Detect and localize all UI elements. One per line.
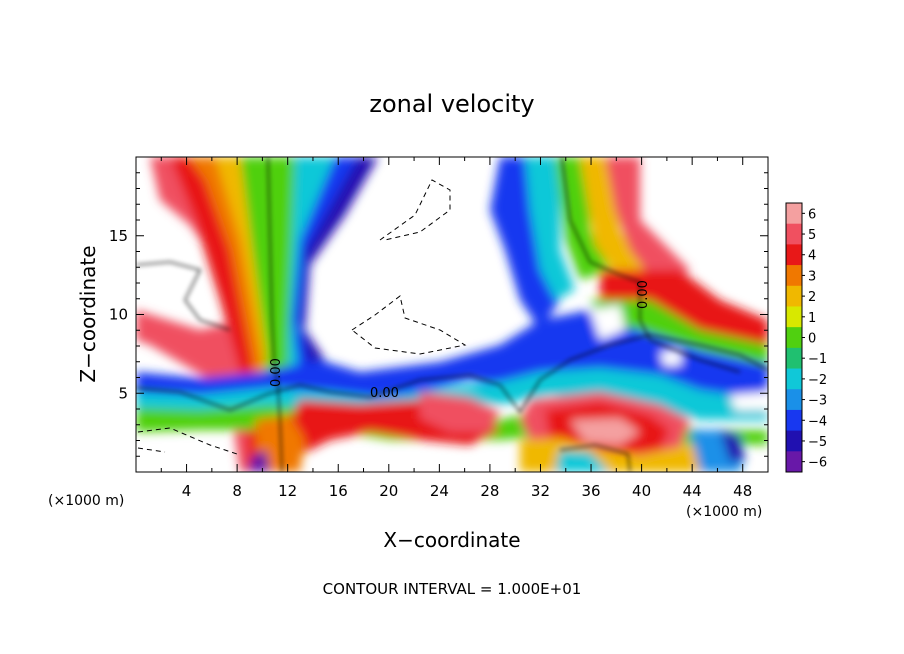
- x-unit-left: (×1000 m): [48, 493, 124, 509]
- x-axis-ticks: 4 8 12 16 20 24 28 32 36 40 44 48: [160, 157, 752, 500]
- y-axis-label: Z−coordinate: [76, 245, 100, 382]
- colorbar-swatch: [786, 451, 802, 473]
- colorbar-label: 5: [808, 228, 816, 243]
- colorbar-label: −6: [808, 456, 827, 471]
- x-tick-label: 36: [581, 482, 600, 500]
- x-axis-label: X−coordinate: [383, 528, 520, 552]
- colorbar-label: −1: [808, 352, 827, 367]
- colorbar-swatch: [786, 223, 802, 245]
- contour-label: 0.00: [636, 280, 651, 309]
- x-unit-right: (×1000 m): [686, 504, 762, 520]
- x-tick-label: 28: [480, 482, 499, 500]
- x-tick-label: 40: [632, 482, 651, 500]
- colorbar-swatch: [786, 368, 802, 390]
- y-tick-label: 10: [109, 306, 128, 324]
- y-tick-label: 5: [118, 384, 128, 402]
- colorbar-label: −5: [808, 435, 827, 450]
- x-tick-label: 4: [182, 482, 192, 500]
- colorbar: 6 5 4 3 2 1 0 −1 −2 −3 −4 −5 −6: [785, 202, 827, 473]
- x-tick-label: 48: [733, 482, 752, 500]
- colorbar-swatch: [786, 203, 802, 225]
- colorbar-label: 2: [808, 290, 816, 305]
- colorbar-label: 4: [808, 249, 816, 264]
- colorbar-swatch: [786, 265, 802, 287]
- x-tick-label: 44: [683, 482, 702, 500]
- colorbar-swatch: [786, 306, 802, 328]
- colorbar-label: −3: [808, 394, 827, 409]
- colorbar-swatch: [786, 244, 802, 266]
- contour-label: 0.00: [370, 386, 399, 401]
- x-tick-label: 24: [430, 482, 449, 500]
- colorbar-swatch: [786, 430, 802, 452]
- contour-interval-note: CONTOUR INTERVAL = 1.000E+01: [323, 580, 582, 598]
- colorbar-label: −2: [808, 373, 827, 388]
- x-tick-label: 12: [278, 482, 297, 500]
- colorbar-swatch: [786, 409, 802, 432]
- colorbar-swatch: [786, 327, 802, 349]
- x-tick-label: 8: [232, 482, 242, 500]
- x-tick-label: 16: [329, 482, 348, 500]
- colorbar-swatch: [786, 285, 802, 307]
- velocity-field: [136, 157, 768, 472]
- contour-label: 0.00: [269, 358, 284, 387]
- y-axis-ticks: 5 10 15: [109, 172, 768, 457]
- colorbar-label: 0: [808, 332, 816, 347]
- colorbar-swatch: [786, 389, 802, 411]
- colorbar-swatch: [786, 347, 802, 370]
- chart-title: zonal velocity: [369, 90, 534, 118]
- colorbar-label: 3: [808, 269, 816, 284]
- x-tick-label: 20: [379, 482, 398, 500]
- y-tick-label: 15: [109, 227, 128, 245]
- colorbar-label: −4: [808, 414, 827, 429]
- colorbar-label: 6: [808, 207, 816, 222]
- colorbar-label: 1: [808, 311, 816, 326]
- x-tick-label: 32: [531, 482, 550, 500]
